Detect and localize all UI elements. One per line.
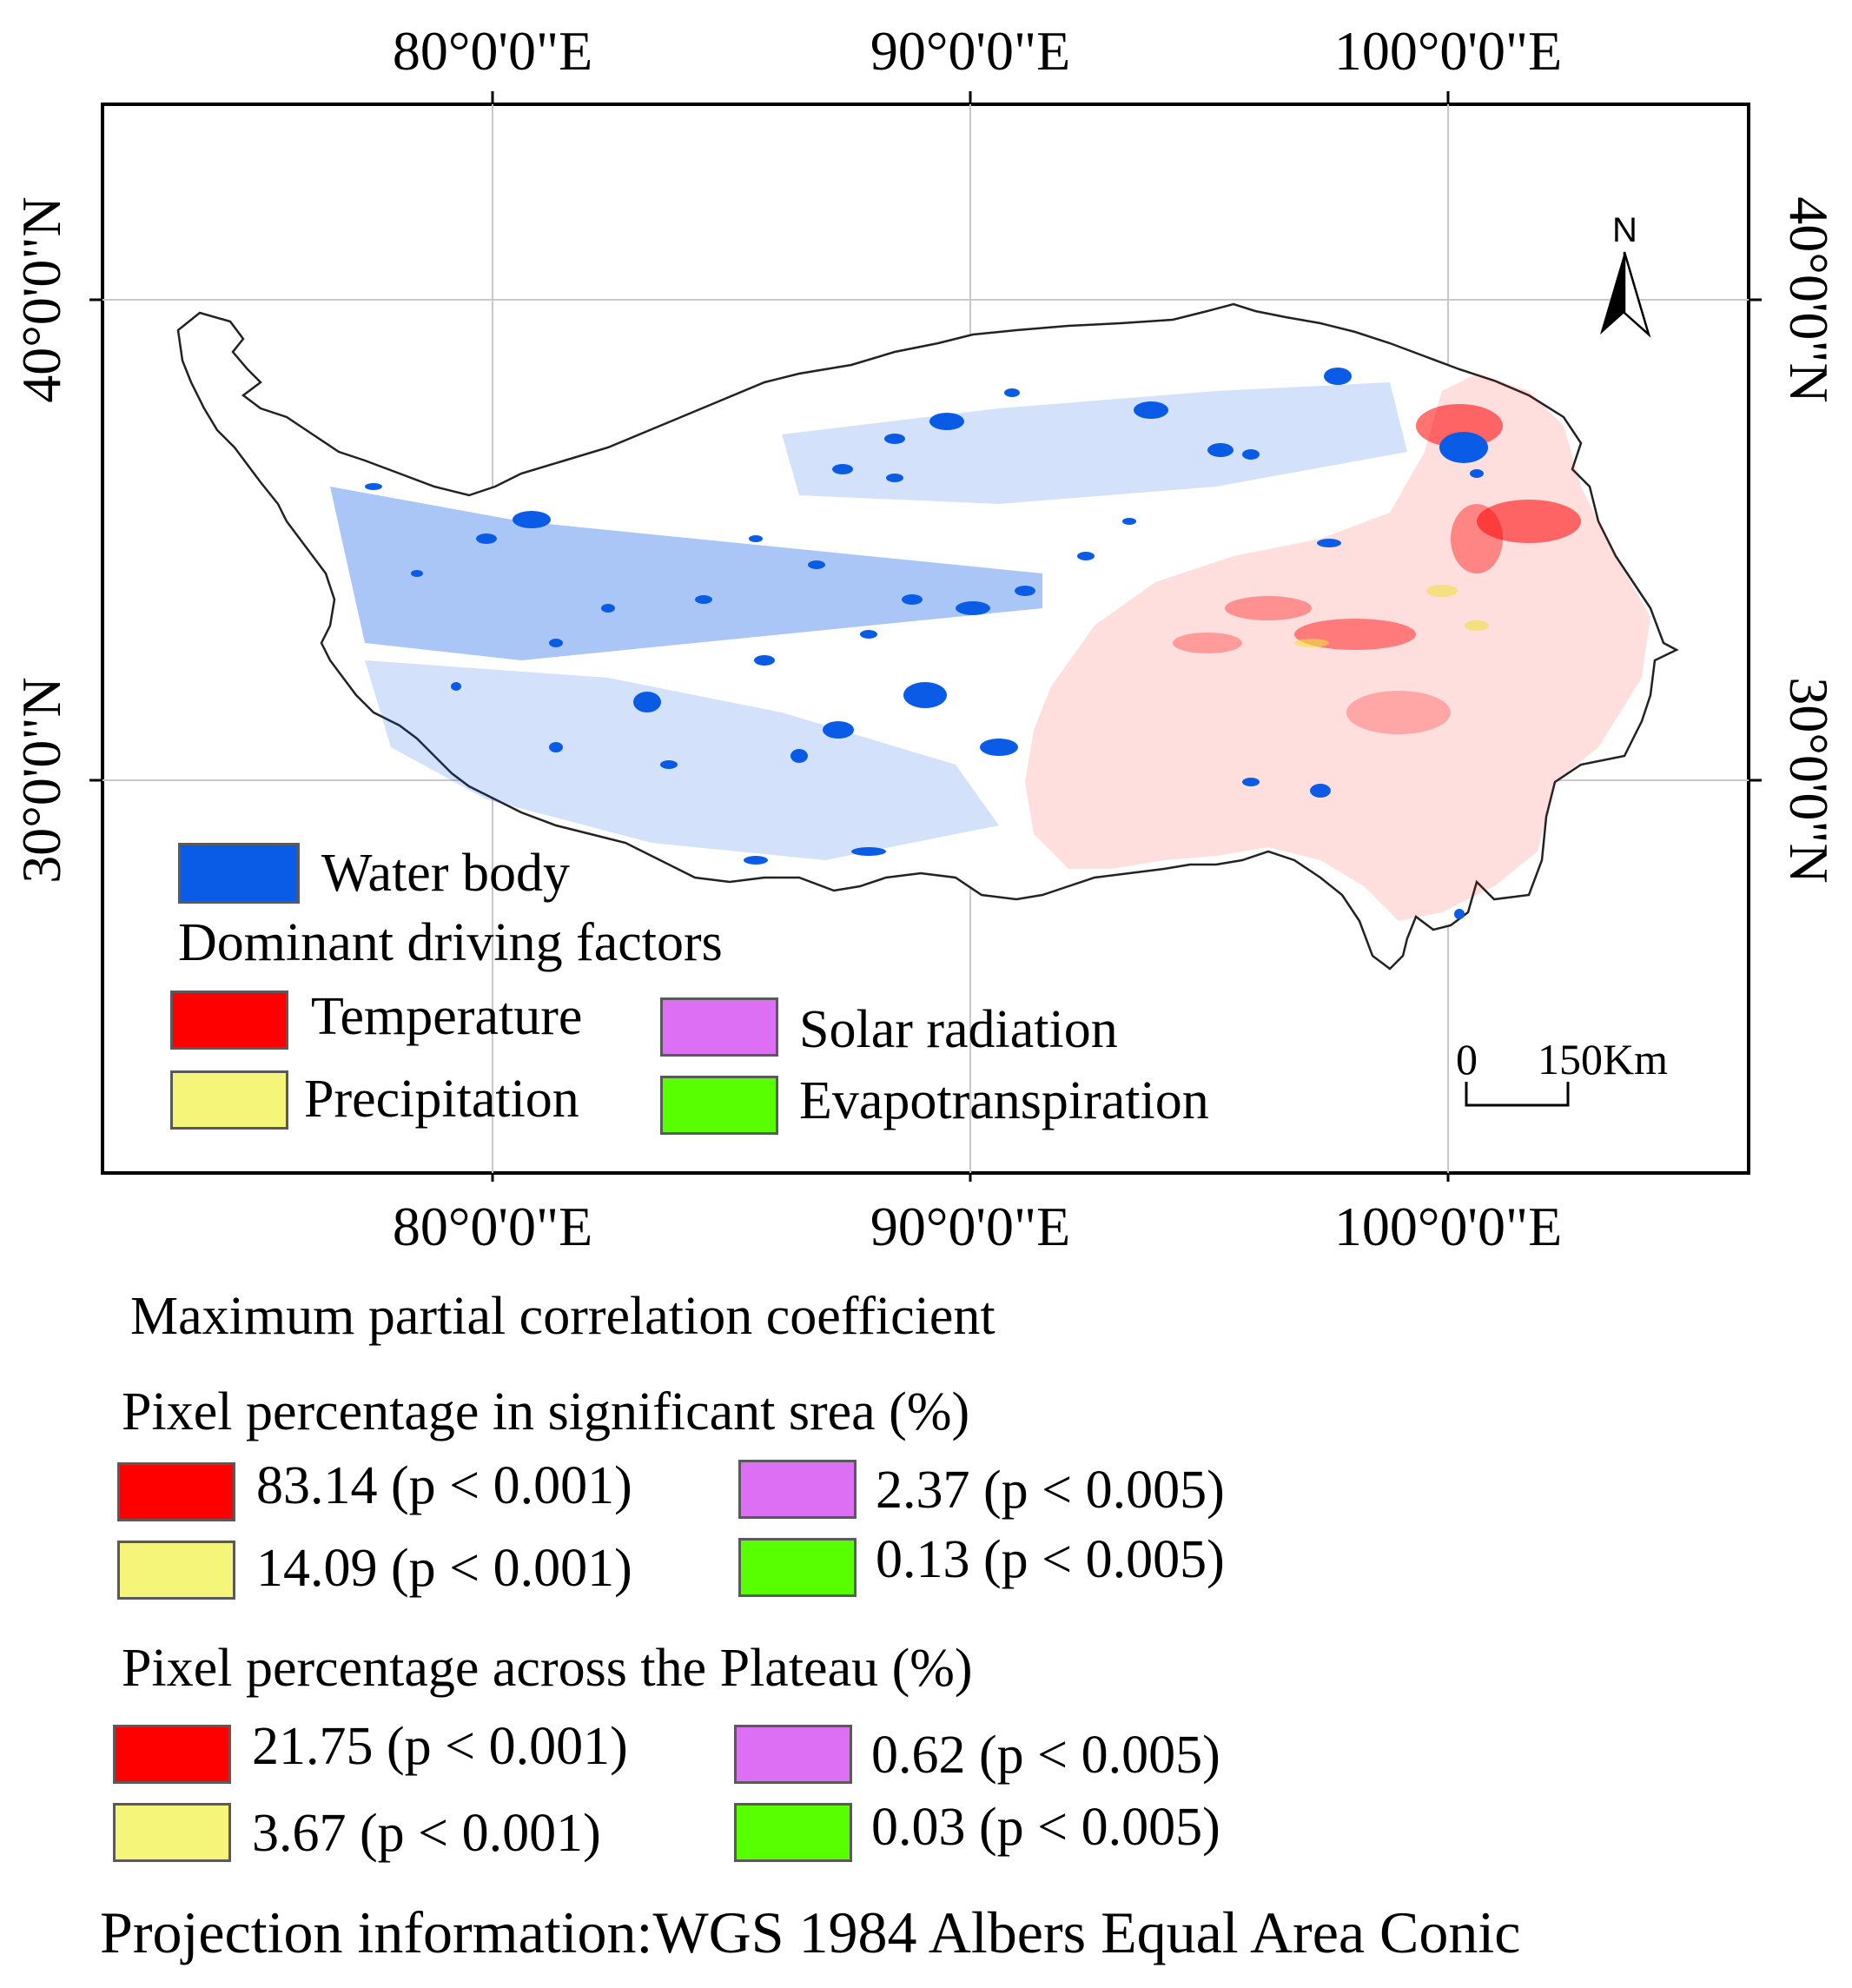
water-body-label: Water body — [321, 844, 570, 903]
significant-temperature-swatch — [117, 1462, 235, 1521]
plateau-evapotranspiration-value: 0.03 (p < 0.005) — [871, 1798, 1220, 1857]
stats-title: Maximum partial correlation coefficient — [130, 1287, 995, 1346]
plateau-evapotranspiration-swatch — [734, 1803, 852, 1862]
plateau-outline — [176, 302, 1679, 971]
bottom-lon-label-80: 80°0'0"E — [392, 1196, 593, 1257]
significant-precipitation-swatch — [117, 1541, 235, 1600]
top-lon-label-100: 100°0'0"E — [1333, 20, 1563, 82]
top-lon-label-90: 90°0'0"E — [870, 20, 1071, 82]
plateau-temperature-swatch — [113, 1725, 231, 1784]
scale-bar — [1465, 1082, 1570, 1107]
plateau-heading: Pixel percentage across the Plateau (%) — [122, 1639, 973, 1698]
left-lat-label-40: 40°0'0"N — [10, 196, 72, 403]
plateau-solar-radiation-swatch — [734, 1725, 852, 1784]
plateau-precipitation-value: 3.67 (p < 0.001) — [252, 1804, 601, 1863]
bottom-lon-label-90: 90°0'0"E — [870, 1196, 1071, 1257]
significant-heading: Pixel percentage in significant srea (%) — [122, 1382, 970, 1441]
precipitation-traces — [1294, 585, 1489, 647]
legend-heading: Dominant driving factors — [178, 913, 723, 972]
north-label: N — [1612, 211, 1637, 249]
solar-radiation-swatch — [660, 997, 778, 1057]
significant-precipitation-value: 14.09 (p < 0.001) — [256, 1539, 632, 1598]
evapotranspiration-label: Evapotranspiration — [799, 1071, 1209, 1130]
water-texture — [330, 382, 1407, 860]
map-canvas — [89, 91, 1762, 1182]
bottom-lon-label-100: 100°0'0"E — [1333, 1196, 1563, 1257]
evapotranspiration-swatch — [660, 1076, 778, 1135]
scale-end-label: 150Km — [1538, 1035, 1668, 1083]
temperature-swatch — [170, 991, 288, 1050]
top-lon-label-80: 80°0'0"E — [392, 20, 593, 82]
temperature-region — [1025, 374, 1650, 921]
tick-marks — [89, 91, 1762, 1182]
precipitation-swatch — [170, 1070, 288, 1130]
water-bodies — [365, 368, 1488, 919]
significant-solar-radiation-swatch — [738, 1460, 857, 1519]
plateau-temperature-value: 21.75 (p < 0.001) — [252, 1717, 628, 1776]
projection-info: Projection information:WGS 1984 Albers E… — [100, 1899, 1521, 1965]
precipitation-label: Precipitation — [304, 1070, 579, 1129]
right-lat-label-30: 30°0'0"N — [1778, 677, 1840, 884]
north-arrow-icon — [1600, 251, 1651, 338]
significant-temperature-value: 83.14 (p < 0.001) — [256, 1456, 632, 1515]
left-lat-label-30: 30°0'0"N — [10, 677, 72, 884]
significant-evapotranspiration-value: 0.13 (p < 0.005) — [876, 1530, 1225, 1589]
significant-evapotranspiration-swatch — [738, 1538, 857, 1597]
water-body-swatch — [178, 843, 300, 904]
temperature-label: Temperature — [311, 987, 583, 1046]
plateau-precipitation-swatch — [113, 1803, 231, 1862]
right-lat-label-40: 40°0'0"N — [1778, 196, 1840, 403]
scale-start-label: 0 — [1456, 1035, 1478, 1083]
significant-solar-radiation-value: 2.37 (p < 0.005) — [876, 1461, 1225, 1520]
plateau-solar-radiation-value: 0.62 (p < 0.005) — [871, 1726, 1220, 1785]
solar-radiation-label: Solar radiation — [799, 1000, 1118, 1059]
